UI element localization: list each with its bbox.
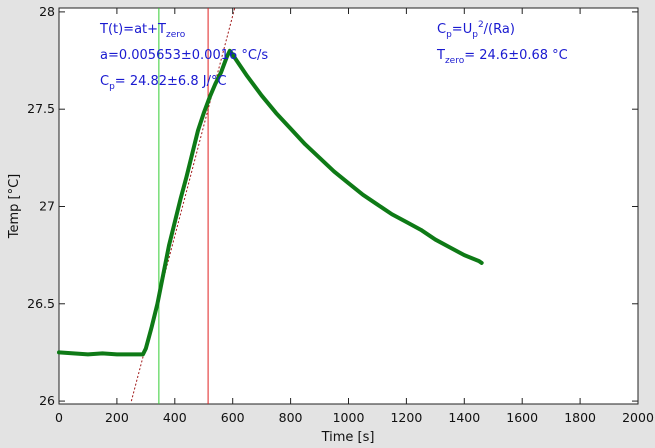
y-tick-label: 28	[39, 4, 55, 19]
y-axis-label: Temp [°C]	[7, 174, 22, 240]
y-tick-label: 27	[39, 198, 55, 213]
x-tick-label: 0	[55, 410, 63, 425]
x-tick-label: 1800	[564, 410, 596, 425]
fit-formula-annotation: T(t)=at+Tzero	[99, 22, 186, 40]
y-tick-label: 27.5	[27, 101, 55, 116]
series-group	[57, 48, 484, 357]
x-tick-label: 1200	[390, 410, 422, 425]
plot-area	[58, 7, 639, 405]
heat-capacity-annotation: Cp= 24.82±6.8 J/°C	[100, 74, 227, 92]
y-tick-label: 26	[39, 393, 55, 408]
slope-annotation: a=0.005653±0.0016 °C/s	[100, 48, 268, 63]
y-ticks: 26 26.5 27 27.5 28	[27, 4, 638, 408]
cp-definition-annotation: Cp=Up2/(Ra)	[437, 20, 515, 40]
y-tick-label: 26.5	[27, 296, 55, 311]
series-line-0	[57, 48, 484, 357]
x-tick-label: 1400	[448, 410, 480, 425]
x-axis-label: Time [s]	[321, 430, 375, 445]
tzero-annotation: Tzero= 24.6±0.68 °C	[436, 48, 568, 66]
x-tick-label: 600	[221, 410, 245, 425]
x-tick-label: 200	[105, 410, 129, 425]
x-tick-label: 400	[163, 410, 187, 425]
x-tick-label: 1000	[333, 410, 365, 425]
x-tick-label: 1600	[506, 410, 538, 425]
x-ticks: 0 200 400 600 800 1000 1200 1400 1600 1800 2000	[55, 8, 654, 425]
x-tick-label: 2000	[622, 410, 654, 425]
vertical-markers	[158, 8, 209, 404]
x-tick-label: 800	[279, 410, 303, 425]
